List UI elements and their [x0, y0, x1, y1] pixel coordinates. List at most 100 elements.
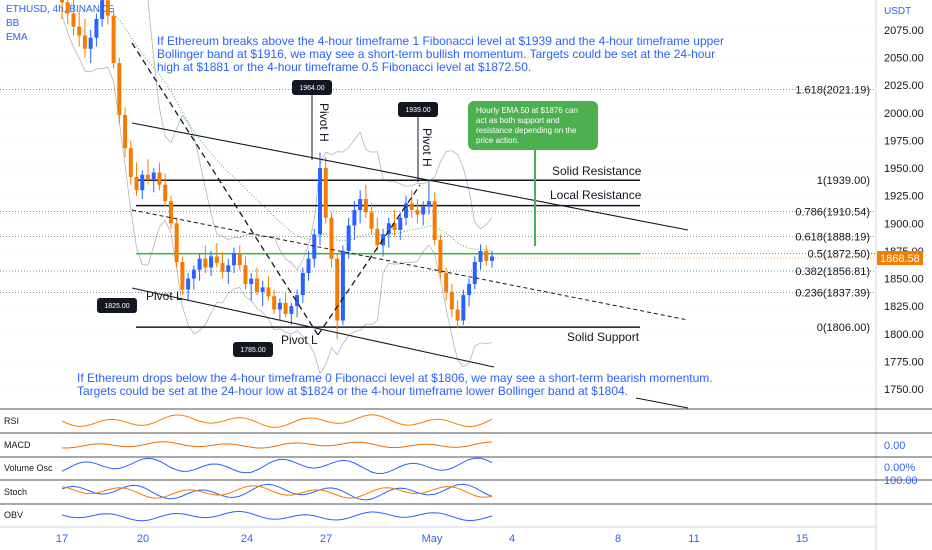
candle-body — [421, 206, 426, 215]
time-ticks: 17 20 24 27 May 4 8 11 15 — [56, 533, 808, 545]
candle-body — [272, 296, 277, 310]
dashed-mid-trendline — [131, 209, 689, 321]
candle-body — [186, 278, 191, 290]
price-tick-1825: 1825.00 — [884, 301, 924, 313]
price-tick-2075: 2075.00 — [884, 25, 924, 37]
annotations: Solid Resistance Local Resistance Solid … — [97, 80, 642, 357]
candle-body — [117, 63, 122, 116]
candle-body — [358, 199, 363, 211]
fib-label-1856.81: 0.382(1856.81) — [795, 266, 870, 278]
top-note-line-2: Bollinger band at $1916, we may see a sh… — [157, 47, 715, 61]
top-note-line-1: If Ethereum breaks above the 4-hour time… — [157, 34, 724, 48]
candle-body — [461, 295, 466, 321]
candle-body — [88, 37, 93, 49]
candle-body — [71, 13, 76, 27]
candle-body — [100, 0, 105, 19]
candle-body — [157, 172, 162, 185]
tag-1939-text: 1939.00 — [405, 107, 430, 114]
tag-1785-text: 1785.00 — [240, 347, 265, 354]
bottom-note-line-1: If Ethereum drops below the 4-hour timef… — [77, 371, 713, 385]
descending-trendline-bottom — [635, 397, 689, 409]
candle-body — [146, 174, 150, 180]
last-price-box — [877, 251, 923, 265]
price-tick-1750: 1750.00 — [884, 384, 924, 396]
price-tick-1850: 1850.00 — [884, 274, 924, 286]
symbol-label: ETHUSD, 4h, BINANCE — [6, 4, 114, 15]
top-note: If Ethereum breaks above the 4-hour time… — [157, 34, 724, 74]
pivot-h-label-1: Pivot H — [317, 103, 331, 142]
time-tick-24: 24 — [241, 533, 253, 545]
candle-body — [151, 172, 156, 180]
stoch-label: Stoch — [4, 487, 27, 497]
green-callout-box — [468, 101, 598, 150]
candle-body — [335, 258, 340, 321]
candle-body — [346, 225, 351, 251]
indicator-lines — [61, 414, 493, 522]
time-tick-15: 15 — [796, 533, 808, 545]
green-callout-line-3: resistance depending on the — [476, 126, 577, 135]
macd-label: MACD — [4, 440, 31, 450]
candle-body — [375, 228, 380, 246]
fib-label-1888.19: 0.618(1888.19) — [795, 231, 870, 243]
candle-body — [105, 0, 110, 16]
time-tick-11: 11 — [688, 533, 699, 545]
rsi-line — [61, 414, 493, 428]
bollinger-bands — [61, 0, 876, 375]
candle-body — [295, 295, 300, 307]
candle-body — [490, 256, 494, 261]
candle-body — [329, 217, 334, 259]
candle-body — [323, 168, 328, 218]
candle-body — [438, 239, 443, 274]
candle-body — [432, 201, 437, 240]
currency-label: USDT — [884, 6, 911, 17]
trendlines — [131, 42, 689, 409]
candle-body — [60, 0, 64, 3]
candle-body — [94, 18, 99, 38]
green-callout-line-1: Hourly EMA 50 at $1876 can — [476, 106, 578, 115]
descending-trendline-upper — [131, 122, 689, 231]
price-tick-1925: 1925.00 — [884, 191, 924, 203]
candle-body — [237, 253, 242, 266]
fib-label-1910.54: 0.786(1910.54) — [795, 207, 870, 219]
time-tick-17: 17 — [56, 533, 68, 545]
fib-label-1837.39: 0.236(1837.39) — [795, 287, 870, 299]
candle-body — [77, 26, 82, 36]
candle-body — [82, 35, 87, 49]
obv-line — [61, 510, 493, 522]
time-tick-8: 8 — [615, 533, 621, 545]
time-tick-27: 27 — [320, 533, 332, 545]
candle-body — [472, 261, 477, 285]
volume-osc-line — [61, 457, 493, 475]
candle-body — [232, 253, 236, 266]
candle-body — [214, 256, 219, 264]
candle-body — [243, 265, 248, 285]
bottom-note: If Ethereum drops below the 4-hour timef… — [77, 371, 713, 398]
candle-body — [168, 201, 173, 224]
candle-body — [123, 115, 128, 149]
ema-indicator-label: EMA — [6, 32, 28, 43]
descending-trendline-lower — [131, 287, 495, 368]
candle-body — [111, 15, 116, 64]
tag-1825-box — [97, 298, 137, 313]
candle-body — [318, 168, 322, 235]
candle-body — [449, 291, 454, 310]
price-tick-1975: 1975.00 — [884, 135, 924, 147]
tag-1939-box — [398, 102, 438, 117]
candle-body — [467, 284, 472, 296]
candle-body — [415, 210, 420, 215]
time-tick-20: 20 — [137, 533, 149, 545]
candle-body — [289, 306, 294, 314]
price-ticks: 2075.00 2050.00 2025.00 2000.00 1975.00 1950.… — [884, 25, 924, 396]
stoch-value: 100.00 — [884, 475, 918, 487]
pivot-h-label-2: Pivot H — [420, 128, 434, 167]
macd-value: 0.00 — [884, 440, 905, 452]
candle-body — [426, 201, 431, 207]
local-resistance-label: Local Resistance — [550, 188, 642, 202]
price-tick-2000: 2000.00 — [884, 108, 924, 120]
candle-body — [283, 302, 288, 314]
candle-body — [306, 258, 311, 274]
candle-body — [140, 174, 145, 191]
candle-body — [369, 212, 374, 229]
